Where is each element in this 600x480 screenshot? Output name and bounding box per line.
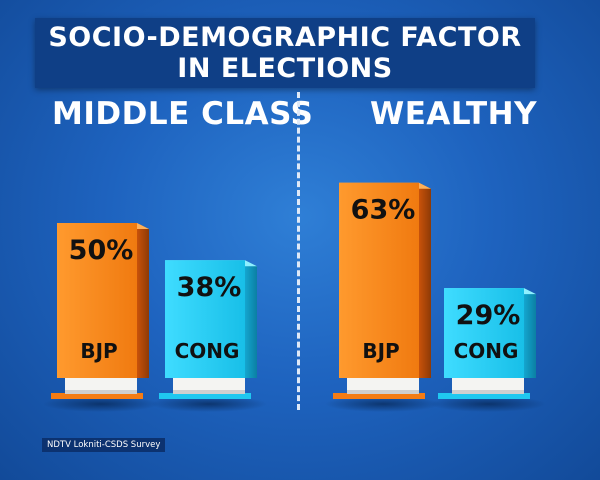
bar-side-middle-class-cong: [245, 260, 257, 378]
group-label-wealthy: WEALTHY: [370, 96, 538, 132]
bar-ledge-wealthy-bjp: [333, 393, 425, 399]
bar-wealthy-bjp: [339, 182, 419, 378]
bar-value-label-middle-class-bjp: 50%: [69, 235, 134, 266]
bar-pedestal-middle-class-bjp: [65, 376, 137, 394]
bar-ledge-wealthy-cong: [438, 393, 530, 399]
bar-side-middle-class-bjp: [137, 223, 149, 378]
bar-ledge-middle-class-cong: [159, 393, 251, 399]
bar-party-label-wealthy-bjp: BJP: [362, 339, 399, 363]
bar-value-label-wealthy-cong: 29%: [456, 300, 521, 331]
title-box: SOCIO-DEMOGRAPHIC FACTOR IN ELECTIONS: [35, 18, 535, 88]
bar-shadow-wealthy-bjp: [325, 396, 441, 412]
bar-pedestal-wealthy-bjp: [347, 376, 419, 394]
bar-side-wealthy-cong: [524, 288, 536, 378]
bar-pedestal-edge-middle-class-bjp: [65, 390, 137, 394]
bar-shadow-wealthy-cong: [430, 396, 546, 412]
bar-pedestal-edge-wealthy-cong: [452, 390, 524, 394]
chart-title: SOCIO-DEMOGRAPHIC FACTOR: [48, 22, 522, 53]
bar-value-label-middle-class-cong: 38%: [177, 272, 242, 303]
bar-shadow-middle-class-bjp: [43, 396, 159, 412]
bar-shadow-middle-class-cong: [151, 396, 267, 412]
chart-subtitle: IN ELECTIONS: [177, 53, 393, 84]
bar-side-wealthy-bjp: [419, 182, 431, 378]
bar-pedestal-middle-class-cong: [173, 376, 245, 394]
group-label-middle-class: MIDDLE CLASS: [52, 96, 314, 132]
bar-middle-class-cong: [165, 260, 245, 378]
bar-wealthy-cong: [444, 288, 524, 378]
bar-middle-class-bjp: [57, 223, 137, 378]
source-credit: NDTV Lokniti-CSDS Survey: [42, 438, 166, 452]
bar-ledge-middle-class-bjp: [51, 393, 143, 399]
bar-value-label-wealthy-bjp: 63%: [351, 195, 416, 226]
bar-party-label-wealthy-cong: CONG: [454, 339, 519, 363]
bar-pedestal-wealthy-cong: [452, 376, 524, 394]
group-divider: [297, 92, 300, 410]
bar-party-label-middle-class-cong: CONG: [175, 339, 240, 363]
bar-pedestal-edge-middle-class-cong: [173, 390, 245, 394]
bar-party-label-middle-class-bjp: BJP: [80, 339, 117, 363]
bar-pedestal-edge-wealthy-bjp: [347, 390, 419, 394]
